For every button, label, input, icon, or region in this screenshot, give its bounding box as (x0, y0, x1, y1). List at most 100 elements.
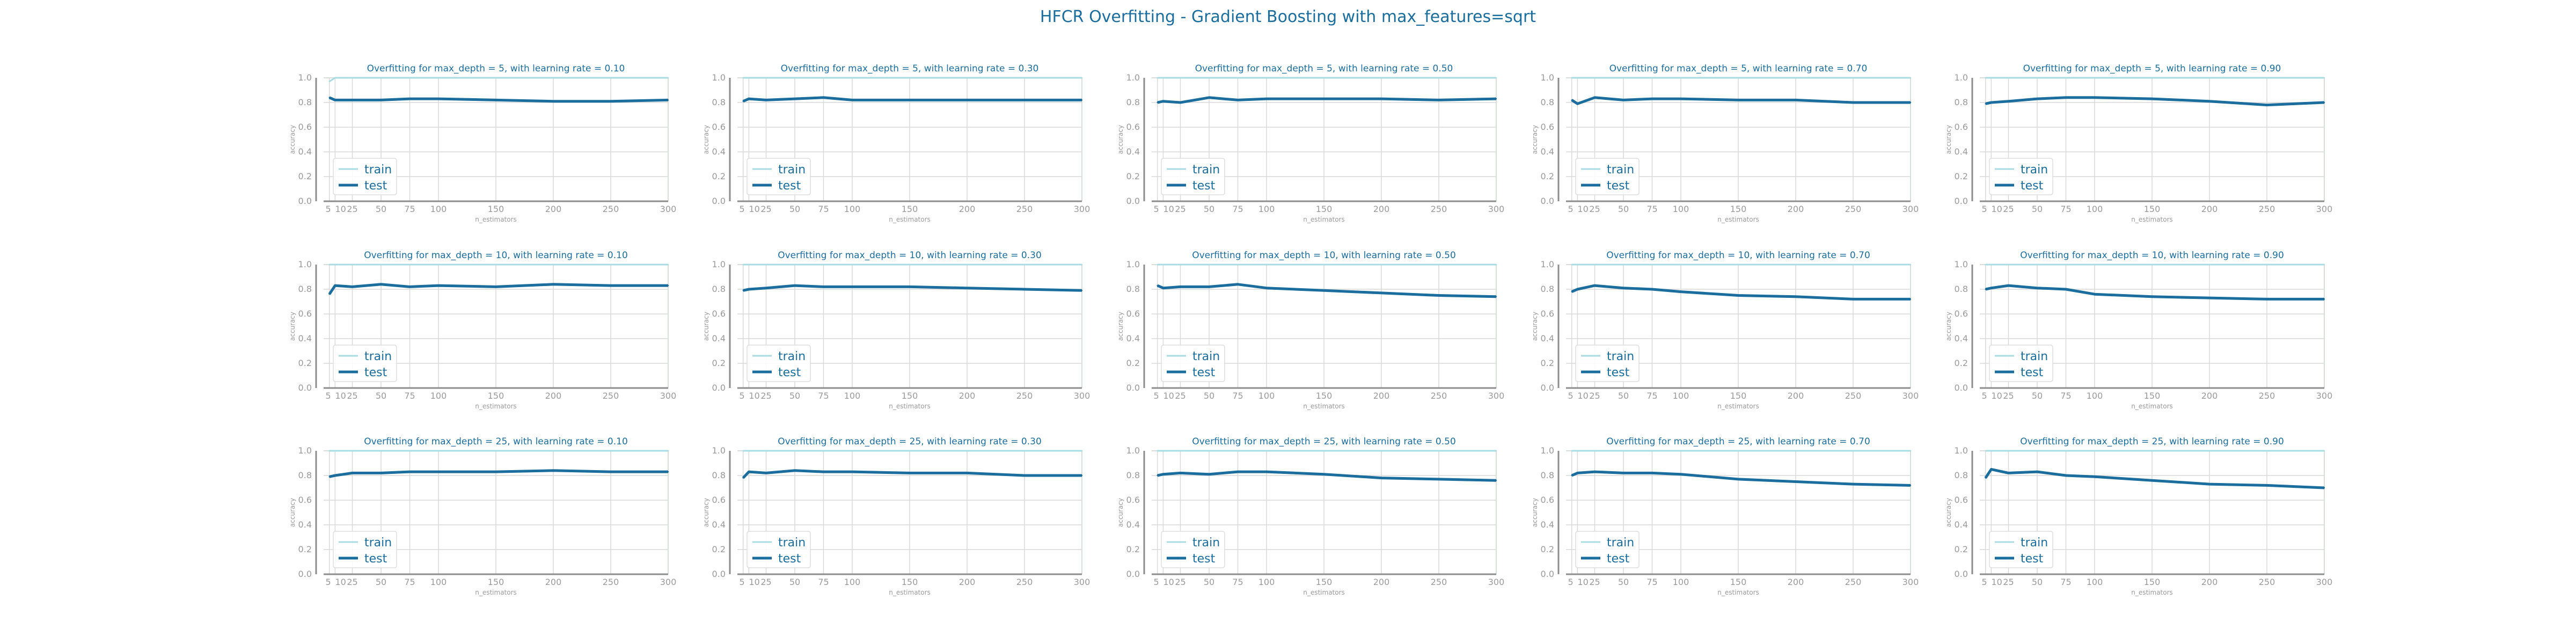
subplot-title: Overfitting for max_depth = 10, with lea… (778, 250, 1042, 261)
data-point-train (1909, 264, 1912, 266)
data-point-train (765, 450, 767, 452)
x-tick-label: 200 (959, 204, 976, 214)
series-line-test (329, 469, 668, 478)
data-point-test (794, 470, 796, 471)
x-tick-label: 75 (818, 577, 829, 587)
data-point-test (1594, 284, 1596, 287)
x-tick-label: 300 (1074, 391, 1091, 401)
data-point-test (2008, 472, 2009, 474)
y-tick-label: 1.0 (298, 259, 312, 269)
data-point-test (1180, 472, 1181, 474)
data-point-train (1081, 77, 1083, 79)
data-point-train (765, 264, 767, 266)
data-point-train (966, 77, 968, 79)
x-tick-label: 150 (488, 391, 504, 401)
data-point-train (909, 77, 911, 79)
data-point-test (1208, 286, 1210, 288)
x-tick-label: 200 (1373, 204, 1390, 214)
legend-label-test: test (1607, 366, 1630, 379)
y-tick-label: 1.0 (1955, 72, 1968, 83)
data-point-test (1651, 472, 1653, 474)
data-point-train (909, 450, 911, 452)
x-tick-label: 150 (1730, 577, 1747, 587)
x-tick-label: 100 (1258, 391, 1275, 401)
data-point-test (1180, 101, 1181, 104)
x-tick-label: 50 (2032, 577, 2043, 587)
data-point-test (2008, 284, 2009, 287)
legend-label-train: train (364, 350, 392, 363)
data-point-train (1081, 450, 1083, 452)
y-tick-label: 0.6 (1126, 122, 1140, 132)
data-point-train (1323, 264, 1325, 266)
data-point-train (2266, 77, 2268, 79)
data-point-test (823, 471, 824, 473)
x-tick-label: 250 (603, 577, 619, 587)
x-tick-label: 75 (1232, 204, 1243, 214)
data-point-test (909, 286, 911, 288)
data-point-test (1265, 471, 1268, 473)
data-point-test (1157, 284, 1158, 287)
subplot: Overfitting for max_depth = 10, with lea… (1531, 250, 1919, 410)
y-axis-label: accuracy (1117, 498, 1124, 527)
data-point-train (1680, 450, 1682, 452)
x-tick-label: 300 (1488, 577, 1505, 587)
y-tick-label: 0.0 (1126, 383, 1140, 393)
y-tick-label: 1.0 (1126, 72, 1140, 83)
series-line-test (743, 284, 1082, 292)
data-point-train (2151, 77, 2153, 79)
data-point-test (966, 472, 968, 474)
data-point-train (742, 450, 744, 452)
data-point-test (1737, 478, 1739, 480)
data-point-train (667, 450, 669, 452)
x-tick-label: 5 (1154, 391, 1159, 401)
y-tick-label: 0.4 (298, 519, 312, 530)
data-point-test (1157, 474, 1158, 477)
y-tick-label: 0.6 (712, 495, 726, 505)
data-point-train (2094, 450, 2096, 452)
x-tick-label: 300 (1902, 577, 1919, 587)
data-point-test (1495, 98, 1497, 100)
x-tick-label: 75 (818, 204, 829, 214)
subplot: Overfitting for max_depth = 5, with lear… (1117, 63, 1504, 223)
data-point-test (1594, 97, 1596, 98)
data-point-test (748, 288, 750, 290)
legend-label-train: train (1192, 536, 1220, 550)
x-tick-label: 250 (1845, 391, 1862, 401)
data-point-train (1577, 264, 1578, 266)
data-point-test (1990, 287, 1992, 289)
y-tick-label: 0.2 (298, 358, 312, 368)
data-point-train (1180, 450, 1181, 452)
y-tick-label: 1.0 (1126, 259, 1140, 269)
data-point-train (1208, 264, 1210, 266)
data-point-test (1495, 296, 1497, 297)
series-line-test (742, 469, 1082, 479)
x-tick-label: 100 (1258, 204, 1275, 214)
x-axis-label: n_estimators (889, 589, 931, 596)
x-tick-label: 75 (404, 577, 415, 587)
y-tick-label: 0.2 (298, 544, 312, 554)
x-tick-label: 75 (2060, 204, 2071, 214)
y-axis-label: accuracy (1531, 498, 1539, 527)
data-point-train (1985, 77, 1986, 79)
x-tick-label: 200 (1788, 204, 1804, 214)
subplot-title: Overfitting for max_depth = 25, with lea… (778, 436, 1042, 447)
x-tick-label: 10 (749, 204, 759, 214)
x-tick-label: 300 (1074, 204, 1091, 214)
data-point-train (2323, 450, 2325, 452)
y-tick-label: 0.8 (1541, 284, 1554, 294)
subplot: Overfitting for max_depth = 25, with lea… (1531, 436, 1919, 596)
x-tick-label: 200 (545, 577, 562, 587)
y-tick-label: 0.0 (712, 196, 726, 206)
x-tick-label: 25 (1589, 391, 1600, 401)
y-tick-label: 0.0 (1541, 196, 1554, 206)
x-tick-label: 150 (902, 577, 918, 587)
legend-label-train: train (1192, 163, 1220, 177)
x-axis-label: n_estimators (1717, 216, 1759, 223)
data-point-test (610, 284, 612, 287)
x-tick-label: 10 (1991, 391, 2002, 401)
data-point-train (1265, 264, 1268, 266)
data-point-test (2208, 483, 2211, 485)
x-tick-label: 25 (2003, 391, 2014, 401)
data-point-train (1323, 450, 1325, 452)
x-tick-label: 50 (376, 577, 386, 587)
